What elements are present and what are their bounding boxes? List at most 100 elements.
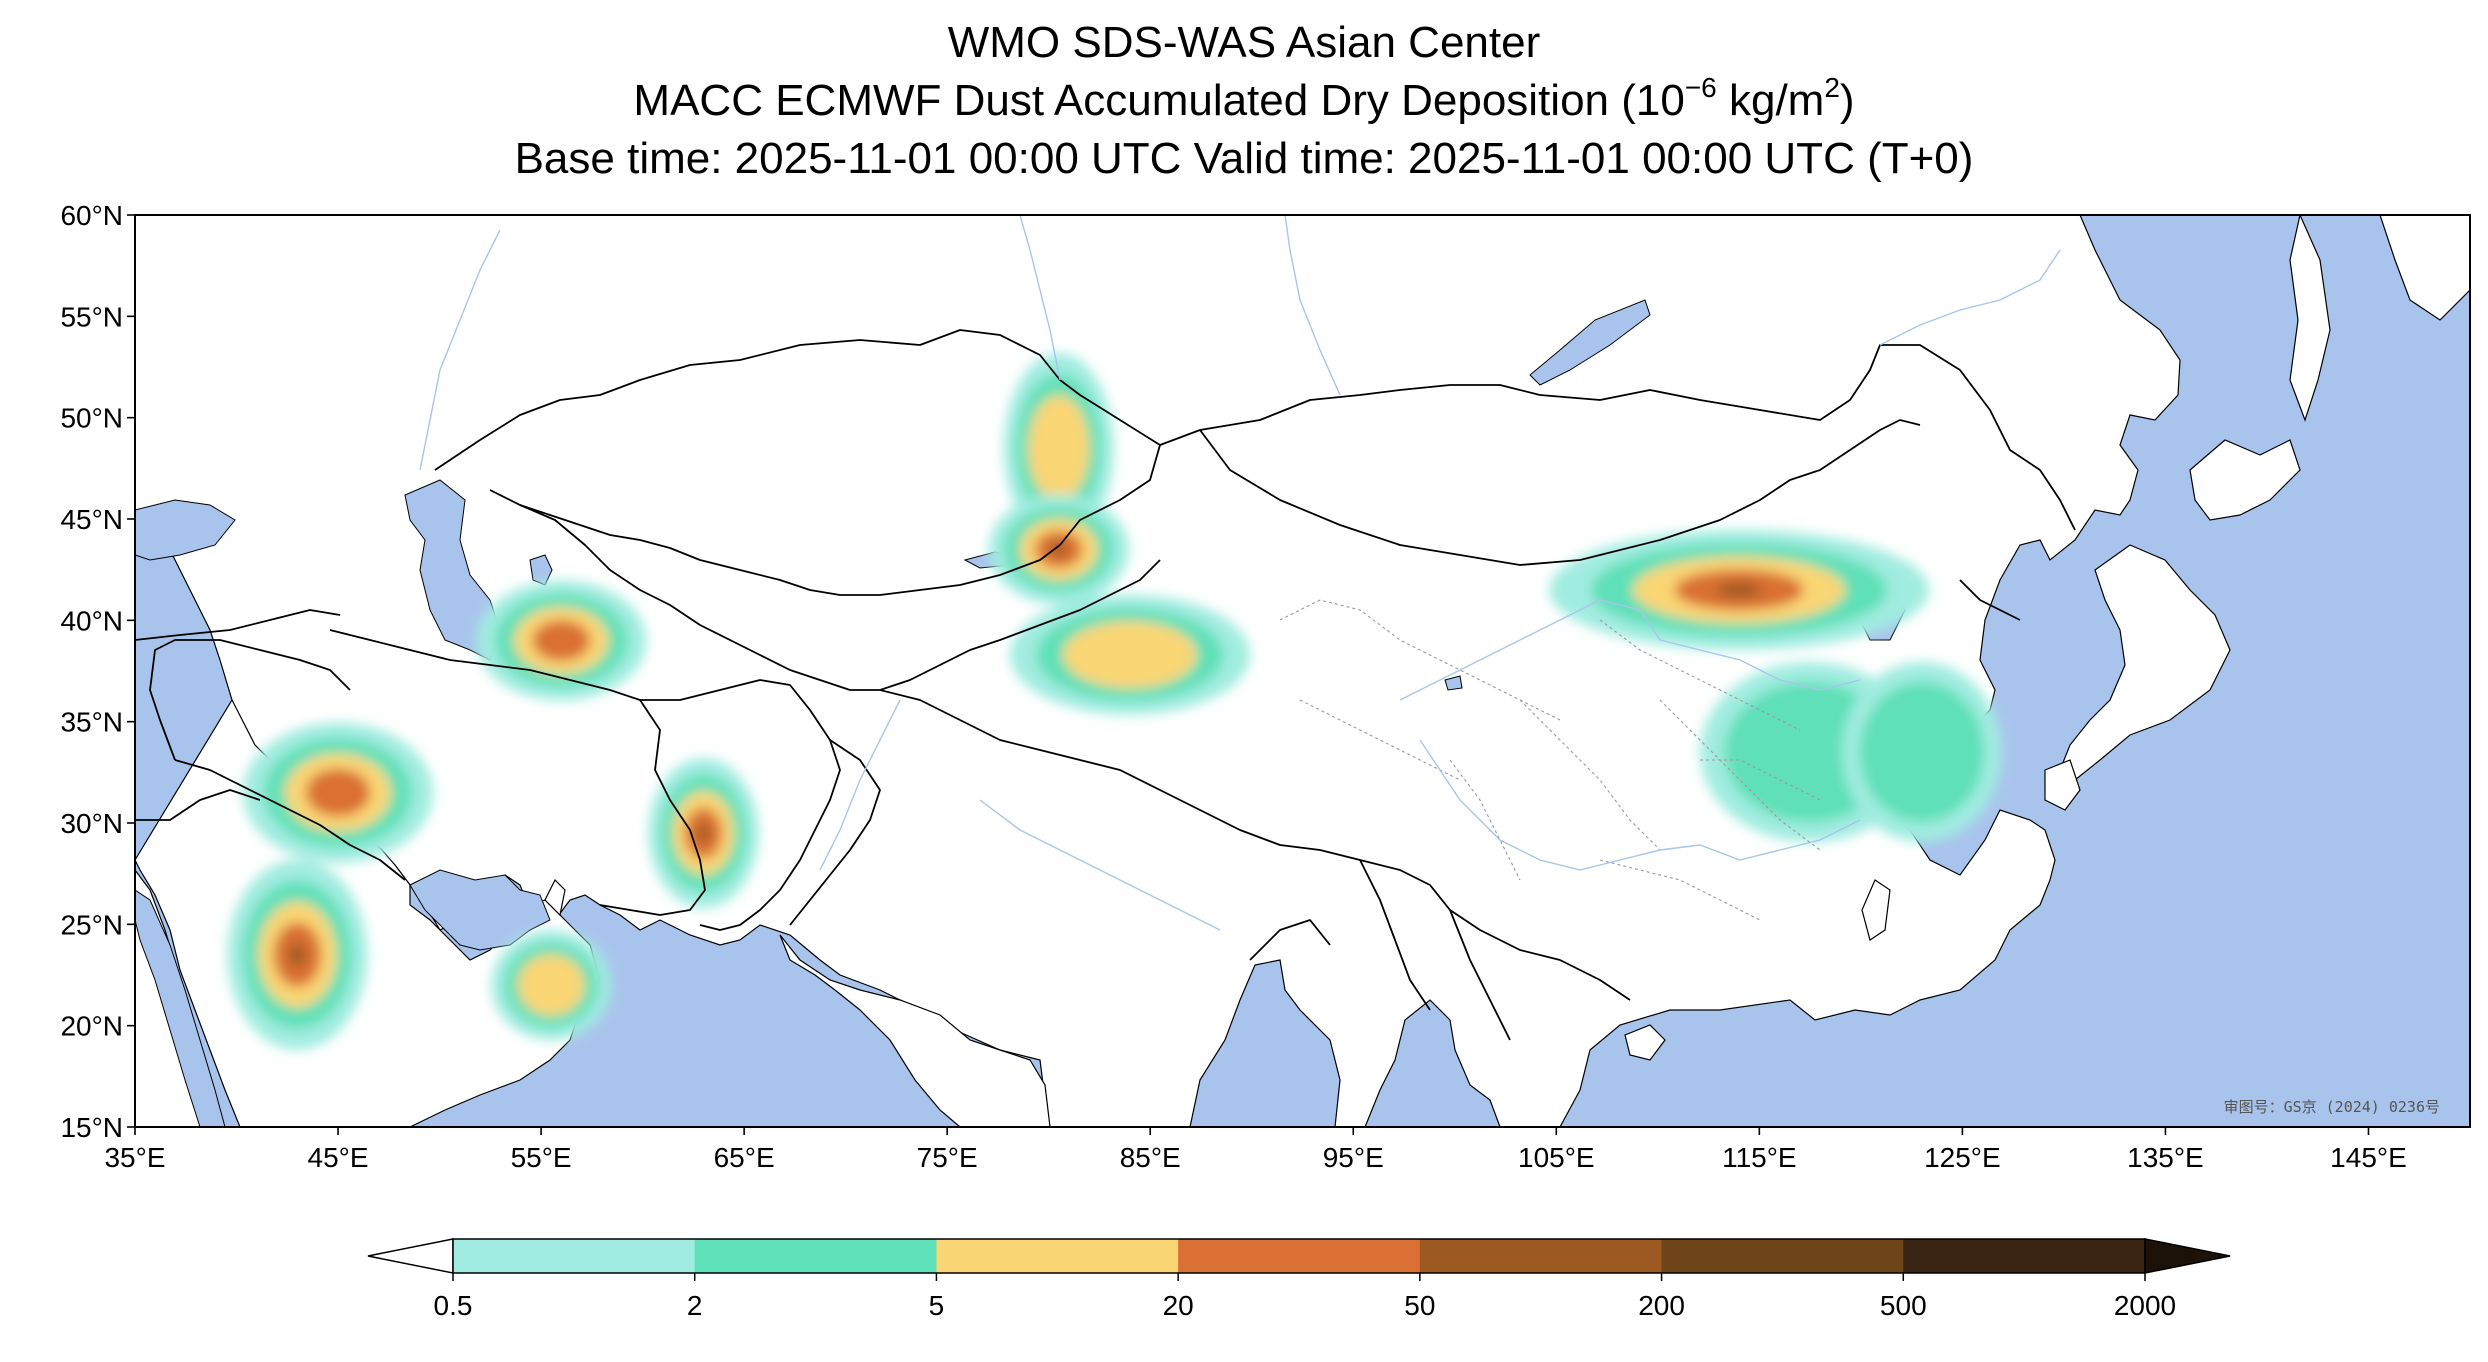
title-line-2-unit: kg/m [1716, 76, 1825, 125]
lon-tick-label: 125°E [1924, 1142, 2001, 1173]
map-frame [134, 214, 2471, 1128]
dust-contour-level-1 [1859, 681, 1985, 823]
colorbar-tick-label: 5 [929, 1290, 945, 1321]
lat-tick-label: 40°N [60, 605, 123, 636]
iraq-saudi-border [174, 759, 406, 881]
dust-region [491, 930, 612, 1041]
lon-tick-label: 85°E [1120, 1142, 1181, 1173]
lat-tick-label: 50°N [60, 403, 123, 434]
korea-border [1959, 579, 2021, 621]
india-landmass [779, 934, 1051, 1127]
dust-region [227, 859, 368, 1050]
lon-tick-label: 55°E [511, 1142, 572, 1173]
volga-river [419, 229, 501, 471]
lat-tick-label: 30°N [60, 808, 123, 839]
lat-tick-label: 60°N [60, 200, 123, 231]
dust-region [1003, 353, 1114, 544]
colorbar-segment [1903, 1239, 2146, 1273]
persian-gulf [409, 869, 551, 951]
rivers [419, 215, 2061, 931]
yangtze-river [1419, 739, 1861, 871]
dust-contour-level-2 [1028, 394, 1090, 502]
taiwan-landmass [1861, 879, 1891, 941]
lon-tick-label: 45°E [308, 1142, 369, 1173]
colorbar-labels: 0.5 2 5 20 50 200 500 2000 [434, 1273, 2176, 1321]
lake-baikal [1529, 299, 1651, 386]
dust-region [1549, 529, 1930, 650]
japan-kyushu [2044, 759, 2081, 811]
longitude-axis: 35°E 45°E 55°E 65°E 75°E 85°E 95°E 105°E 115°E 12… [104, 1127, 2407, 1173]
lon-tick-label: 35°E [104, 1142, 165, 1173]
sakhalin-landmass [2289, 215, 2331, 422]
dust-region [1841, 662, 2002, 843]
southeast-asia-borders [1249, 859, 1511, 1041]
colorbar-segment [1661, 1239, 1904, 1273]
lon-tick-label: 95°E [1323, 1142, 1384, 1173]
colorbar-tick-label: 500 [1880, 1290, 1927, 1321]
inland-waters [135, 299, 1906, 1127]
lat-tick-label: 45°N [60, 504, 123, 535]
lat-tick-label: 55°N [60, 301, 123, 332]
iran-border [329, 629, 706, 916]
dust-contour-level-2 [517, 954, 585, 1016]
kazakhstan-border [434, 329, 1161, 596]
qatar-landmass [544, 878, 566, 917]
indus-river [819, 699, 901, 871]
dust-contour-level-4 [1050, 542, 1068, 557]
colorbar-tick-label: 50 [1404, 1290, 1435, 1321]
kamchatka-landmass [2379, 215, 2470, 321]
map-title-block: WMO SDS-WAS Asian Center MACC ECMWF Dust… [0, 14, 2488, 188]
dust-contour-level-4 [1716, 582, 1762, 598]
qinghai-lake [1444, 675, 1463, 691]
colorbar-tick-label: 0.5 [434, 1290, 473, 1321]
approval-stamp: 审图号：GS京 (2024) 0236号 [2224, 1098, 2440, 1116]
dust-contour-level-4 [696, 824, 711, 843]
dust-contour-level-4 [289, 943, 306, 967]
colorbar-tick-label: 200 [1638, 1290, 1685, 1321]
title-line-2: MACC ECMWF Dust Accumulated Dry Depositi… [0, 72, 2488, 130]
japan-hokkaido [2189, 439, 2301, 521]
title-line-3: Base time: 2025-11-01 00:00 UTC Valid ti… [514, 134, 1974, 183]
country-borders [135, 329, 2076, 1041]
dust-region [243, 722, 434, 863]
colorbar-tick-label: 2000 [2114, 1290, 2176, 1321]
colorbar-over-arrow [2144, 1238, 2231, 1274]
dust-contour-level-2 [1062, 621, 1198, 689]
title-line-2-exponent-1: −6 [1684, 72, 1717, 103]
colorbar-tick-label: 20 [1163, 1290, 1194, 1321]
mongolia-china-border [1199, 419, 1921, 566]
aral-sea [529, 554, 553, 586]
title-line-1: WMO SDS-WAS Asian Center [947, 18, 1541, 67]
afghanistan-pakistan-border [640, 679, 841, 931]
turkey-border [135, 609, 341, 641]
ob-irtysh-river [1019, 215, 1061, 381]
lat-tick-label: 15°N [60, 1112, 123, 1143]
dust-region [988, 494, 1129, 605]
title-line-2-exponent-2: 2 [1824, 72, 1840, 103]
lon-tick-label: 75°E [917, 1142, 978, 1173]
ganges-river [979, 799, 1221, 931]
colorbar-frame [452, 1238, 2146, 1274]
dust-contour-level-3 [532, 620, 591, 661]
colorbar-segments [453, 1239, 2146, 1273]
title-line-2-suffix: ) [1839, 76, 1855, 125]
lon-tick-label: 135°E [2127, 1142, 2204, 1173]
dust-region [476, 580, 647, 701]
dust-contour-level-3 [305, 768, 371, 817]
map-area: 审图号：GS京 (2024) 0236号 [135, 215, 2470, 1127]
lon-tick-label: 65°E [714, 1142, 775, 1173]
colorbar-tick-label: 2 [687, 1290, 703, 1321]
lon-tick-label: 145°E [2330, 1142, 2407, 1173]
amur-river [1879, 249, 2061, 346]
colorbar-segment [1178, 1239, 1421, 1273]
china-south-border [879, 689, 1631, 1001]
dust-region [648, 758, 759, 909]
dust-deposition-field [227, 353, 2002, 1050]
lon-tick-label: 115°E [1722, 1142, 1797, 1173]
lat-tick-label: 25°N [60, 909, 123, 940]
middle-east-borders [135, 639, 351, 821]
colorbar-segment [936, 1239, 1179, 1273]
india-pakistan-border [789, 739, 881, 926]
russia-china-mongolia-border [1159, 344, 2076, 531]
